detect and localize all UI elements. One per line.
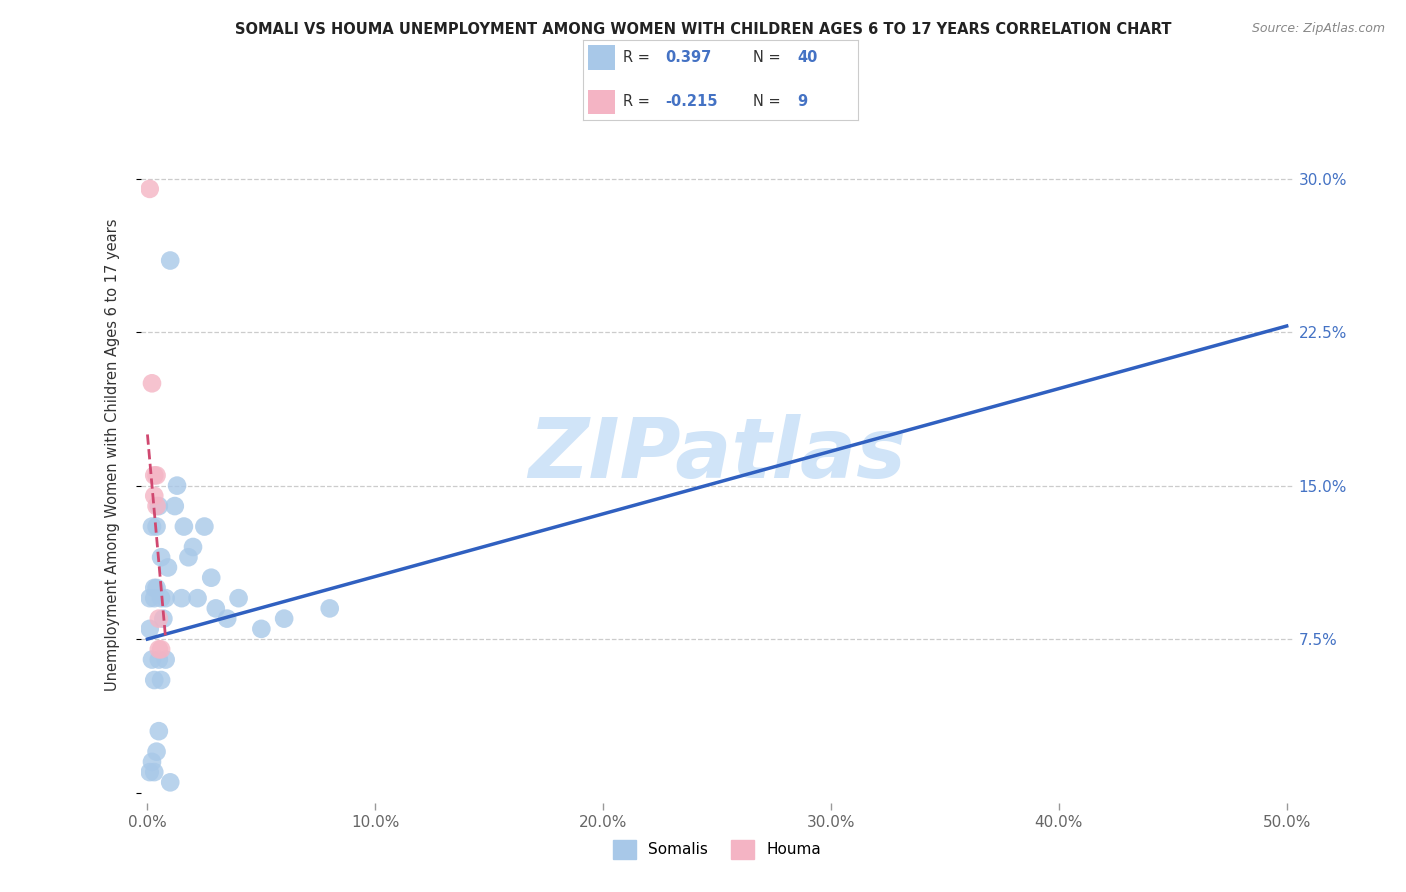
Point — [150, 642, 173, 657]
FancyBboxPatch shape — [588, 45, 614, 70]
Text: R =: R = — [623, 95, 650, 110]
Point — [273, 612, 295, 626]
Point — [138, 591, 160, 606]
Point — [143, 468, 166, 483]
Text: Source: ZipAtlas.com: Source: ZipAtlas.com — [1251, 22, 1385, 36]
Text: ZIPatlas: ZIPatlas — [529, 415, 905, 495]
Point — [200, 571, 222, 585]
Point — [204, 601, 226, 615]
Point — [145, 519, 167, 533]
Point — [141, 519, 163, 533]
Point — [181, 540, 204, 554]
Point — [148, 642, 170, 657]
Text: -0.215: -0.215 — [666, 95, 718, 110]
Point — [143, 591, 166, 606]
Point — [166, 478, 188, 492]
Point — [138, 765, 160, 780]
Point — [145, 581, 167, 595]
Point — [148, 652, 170, 666]
Point — [155, 652, 177, 666]
Point — [156, 560, 179, 574]
Point — [193, 519, 215, 533]
Point — [159, 253, 181, 268]
Point — [177, 550, 200, 565]
FancyBboxPatch shape — [588, 89, 614, 114]
Point — [143, 673, 166, 687]
Point — [143, 489, 166, 503]
Point — [159, 775, 181, 789]
Point — [141, 755, 163, 769]
Point — [150, 591, 173, 606]
Point — [148, 724, 170, 739]
Point — [228, 591, 250, 606]
Point — [217, 612, 239, 626]
Point — [145, 499, 167, 513]
Point — [150, 550, 173, 565]
Point — [145, 468, 167, 483]
Point — [250, 622, 273, 636]
Point — [143, 581, 166, 595]
Point — [150, 673, 173, 687]
Point — [141, 376, 163, 391]
Point — [319, 601, 342, 615]
Text: 9: 9 — [797, 95, 807, 110]
Point — [148, 499, 170, 513]
Text: SOMALI VS HOUMA UNEMPLOYMENT AMONG WOMEN WITH CHILDREN AGES 6 TO 17 YEARS CORREL: SOMALI VS HOUMA UNEMPLOYMENT AMONG WOMEN… — [235, 22, 1171, 37]
Point — [152, 612, 174, 626]
Point — [155, 591, 177, 606]
Text: N =: N = — [754, 95, 782, 110]
Point — [148, 612, 170, 626]
Point — [173, 519, 195, 533]
Text: 0.397: 0.397 — [666, 50, 711, 65]
Y-axis label: Unemployment Among Women with Children Ages 6 to 17 years: Unemployment Among Women with Children A… — [105, 219, 120, 691]
Text: R =: R = — [623, 50, 650, 65]
Point — [170, 591, 193, 606]
Legend: Somalis, Houma: Somalis, Houma — [607, 834, 827, 864]
Point — [143, 765, 166, 780]
Point — [138, 622, 160, 636]
Point — [187, 591, 209, 606]
Point — [163, 499, 186, 513]
Text: N =: N = — [754, 50, 782, 65]
Point — [138, 182, 160, 196]
Point — [141, 652, 163, 666]
Point — [145, 745, 167, 759]
Text: 40: 40 — [797, 50, 818, 65]
